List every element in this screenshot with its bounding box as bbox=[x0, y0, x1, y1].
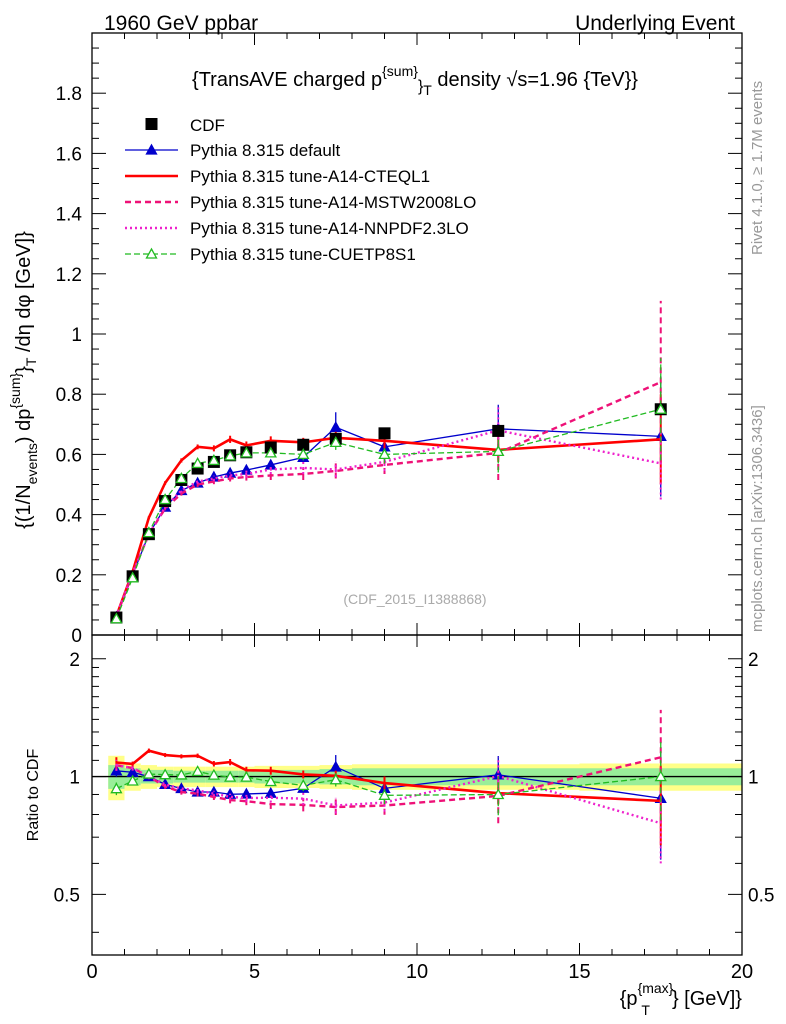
legend-item-4: Pythia 8.315 tune-A14-NNPDF2.3LO bbox=[125, 219, 469, 238]
ratio-data-point bbox=[378, 788, 391, 800]
ratio-frame bbox=[91, 634, 743, 956]
y-tick-label: 1.4 bbox=[56, 205, 83, 226]
y-tick-label: 1.8 bbox=[56, 84, 82, 105]
data-point bbox=[654, 402, 667, 414]
data-point bbox=[297, 448, 310, 460]
y-tick-label: 0.4 bbox=[56, 506, 83, 527]
data-point bbox=[207, 454, 220, 466]
ratio-y-axis-label: Ratio to CDF bbox=[25, 749, 42, 842]
x-tick-label: 5 bbox=[249, 961, 260, 983]
ratio-data-point bbox=[240, 770, 253, 782]
data-point bbox=[264, 446, 277, 458]
data-point bbox=[175, 472, 188, 484]
chart-title: {TransAVE charged p{sum}}T density √s=1.… bbox=[192, 63, 638, 98]
ratio-data-point bbox=[207, 768, 220, 780]
x-tick-label: 0 bbox=[86, 961, 97, 983]
series-5 bbox=[110, 358, 667, 624]
legend-item-1: Pythia 8.315 default bbox=[125, 141, 341, 160]
ratio-data-point bbox=[191, 765, 204, 777]
legend-marker bbox=[145, 247, 158, 259]
ratio-panel: 0 5 10 15 20 0.5 0.5 1 1 2 2 bbox=[54, 634, 774, 983]
y-axis-label: {(1/Nevents) dp{sum}}T /dη dφ [GeV]} bbox=[7, 231, 40, 529]
legend-item-cdf: CDF bbox=[145, 116, 225, 135]
x-axis-label: {p{max} T} [GeV]} bbox=[620, 980, 743, 1018]
data-point bbox=[126, 571, 139, 583]
legend-item-5: Pythia 8.315 tune-CUETP8S1 bbox=[125, 245, 416, 264]
ratio-y-tick-label-right: 0.5 bbox=[748, 885, 774, 906]
legend-item-3: Pythia 8.315 tune-A14-MSTW2008LO bbox=[125, 193, 476, 212]
legend-label: CDF bbox=[190, 116, 225, 135]
header-right: Underlying Event bbox=[575, 12, 735, 35]
ratio-data-point bbox=[159, 768, 172, 780]
ratio-data-point bbox=[654, 770, 667, 782]
legend-label: Pythia 8.315 tune-A14-CTEQL1 bbox=[190, 167, 430, 186]
legend-label: Pythia 8.315 tune-A14-MSTW2008LO bbox=[190, 193, 476, 212]
ratio-series-line bbox=[116, 749, 661, 803]
ratio-y-tick-label: 2 bbox=[69, 650, 80, 671]
ratio-data-point bbox=[297, 779, 310, 791]
ratio-y-tick-label-right: 1 bbox=[748, 768, 759, 789]
data-point bbox=[378, 448, 391, 460]
legend-label: Pythia 8.315 tune-A14-NNPDF2.3LO bbox=[190, 219, 469, 238]
ratio-y-tick-label: 0.5 bbox=[54, 885, 80, 906]
legend-marker bbox=[145, 118, 158, 130]
ratio-series-line bbox=[116, 764, 662, 825]
cdf-data-point bbox=[297, 438, 310, 451]
ratio-data-point bbox=[110, 782, 123, 794]
data-point bbox=[329, 420, 342, 432]
ratio-data-point bbox=[224, 770, 237, 782]
mcplots-label: mcplots.cern.ch [arXiv:1306.3436] bbox=[749, 405, 766, 632]
series-line bbox=[115, 436, 661, 617]
y-tick-label: 1.6 bbox=[56, 144, 82, 165]
x-tick-label: 10 bbox=[406, 961, 428, 983]
ratio-data-point bbox=[175, 768, 188, 780]
data-point bbox=[240, 446, 253, 458]
data-point bbox=[142, 526, 155, 538]
data-point bbox=[159, 493, 172, 505]
series-1 bbox=[110, 376, 667, 622]
cdf-data bbox=[110, 402, 667, 624]
y-tick-label: 0.2 bbox=[56, 566, 82, 587]
legend-marker bbox=[145, 143, 158, 155]
y-tick-label: 1 bbox=[71, 325, 82, 346]
series-line bbox=[115, 381, 662, 617]
main-panel: 0 0.2 0.4 0.6 0.8 1 1.2 1.4 1.6 1.8 CDF Pythia 8.31… bbox=[56, 32, 743, 955]
ratio-series-5 bbox=[110, 741, 667, 821]
header-left: 1960 GeV ppbar bbox=[104, 12, 258, 35]
ratio-y-tick-label-right: 2 bbox=[748, 650, 759, 671]
legend: CDF Pythia 8.315 default Pythia 8.315 tune… bbox=[125, 116, 476, 264]
rivet-label: Rivet 4.1.0, ≥ 1.7M events bbox=[749, 81, 766, 255]
ratio-data-point bbox=[492, 788, 505, 800]
y-tick-label: 1.2 bbox=[56, 265, 82, 286]
legend-label: Pythia 8.315 default bbox=[190, 141, 341, 160]
data-point bbox=[191, 457, 204, 469]
y-tick-label: 0 bbox=[71, 626, 82, 647]
x-tick-label: 15 bbox=[568, 961, 590, 983]
ratio-y-tick-label: 1 bbox=[69, 768, 80, 789]
ratio-data-point bbox=[329, 773, 342, 785]
cdf-data-point bbox=[492, 424, 505, 437]
ratio-data-point bbox=[142, 767, 155, 779]
data-point bbox=[224, 449, 237, 461]
data-point bbox=[329, 436, 342, 448]
data-point bbox=[110, 612, 123, 624]
ratio-data-point bbox=[264, 775, 277, 787]
x-tick-label: 20 bbox=[731, 961, 753, 983]
watermark: (CDF_2015_I1388868) bbox=[343, 591, 486, 607]
cdf-data-point bbox=[378, 427, 391, 440]
data-point bbox=[492, 445, 505, 457]
legend-label: Pythia 8.315 tune-CUETP8S1 bbox=[190, 245, 416, 264]
ratio-data-point bbox=[126, 774, 139, 786]
legend-item-2: Pythia 8.315 tune-A14-CTEQL1 bbox=[125, 167, 430, 186]
y-tick-label: 0.8 bbox=[56, 385, 82, 406]
y-tick-label: 0.6 bbox=[56, 445, 82, 466]
